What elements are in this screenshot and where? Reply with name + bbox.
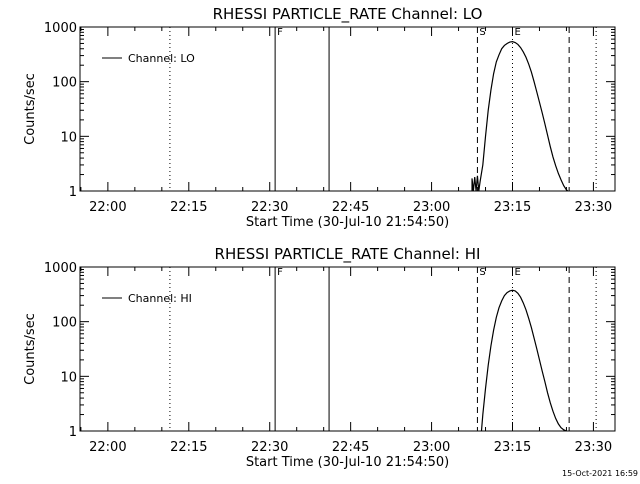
marker-label: S [479,267,485,278]
y-tick-label: 1000 [44,261,77,276]
y-axis-label: Counts/sec [23,313,38,385]
marker-label: E [514,267,520,278]
x-tick-label: 23:30 [575,440,612,455]
x-tick-label: 22:30 [251,440,288,455]
y-axis-label: Counts/sec [23,73,38,145]
x-tick-label: 22:00 [89,440,126,455]
panel-lo-channel: RHESSI PARTICLE_RATE Channel: LO 1 10 100 10… [23,5,616,230]
legend-entry: Channel: LO [128,52,195,65]
plot-frame [79,266,616,432]
x-tick-label: 23:15 [494,440,531,455]
series-line [480,289,567,432]
x-tick-label: 22:15 [170,200,207,215]
panel-hi-channel: RHESSI PARTICLE_RATE Channel: HI 1 10 100 10… [23,245,616,470]
x-tick-label: 22:45 [332,440,369,455]
plot-frame [79,26,616,192]
y-tick-label: 10 [60,130,77,145]
legend-entry: Channel: HI [128,292,192,305]
x-tick-label: 22:15 [170,440,207,455]
marker-label: F [277,27,283,38]
x-tick-label: 23:15 [494,200,531,215]
series-line [471,41,569,192]
y-tick-label: 100 [52,76,77,91]
footer-timestamp: 15-Oct-2021 16:59 [562,469,638,478]
marker-label: E [514,27,520,38]
x-tick-label: 22:00 [89,200,126,215]
marker-label: S [479,27,485,38]
y-tick-label: 100 [52,316,77,331]
x-tick-label: 22:30 [251,200,288,215]
y-tick-label: 1 [69,425,77,440]
x-tick-label: 23:00 [413,440,450,455]
y-tick-label: 10 [60,370,77,385]
marker-label: F [277,267,283,278]
x-tick-label: 22:45 [332,200,369,215]
y-tick-label: 1 [69,185,77,200]
x-axis-label: Start Time (30-Jul-10 21:54:50) [246,215,449,230]
x-tick-label: 23:30 [575,200,612,215]
chart-title: RHESSI PARTICLE_RATE Channel: LO [213,5,483,24]
chart-title: RHESSI PARTICLE_RATE Channel: HI [215,245,481,264]
y-tick-label: 1000 [44,21,77,36]
x-axis-label: Start Time (30-Jul-10 21:54:50) [246,455,449,470]
x-tick-label: 23:00 [413,200,450,215]
